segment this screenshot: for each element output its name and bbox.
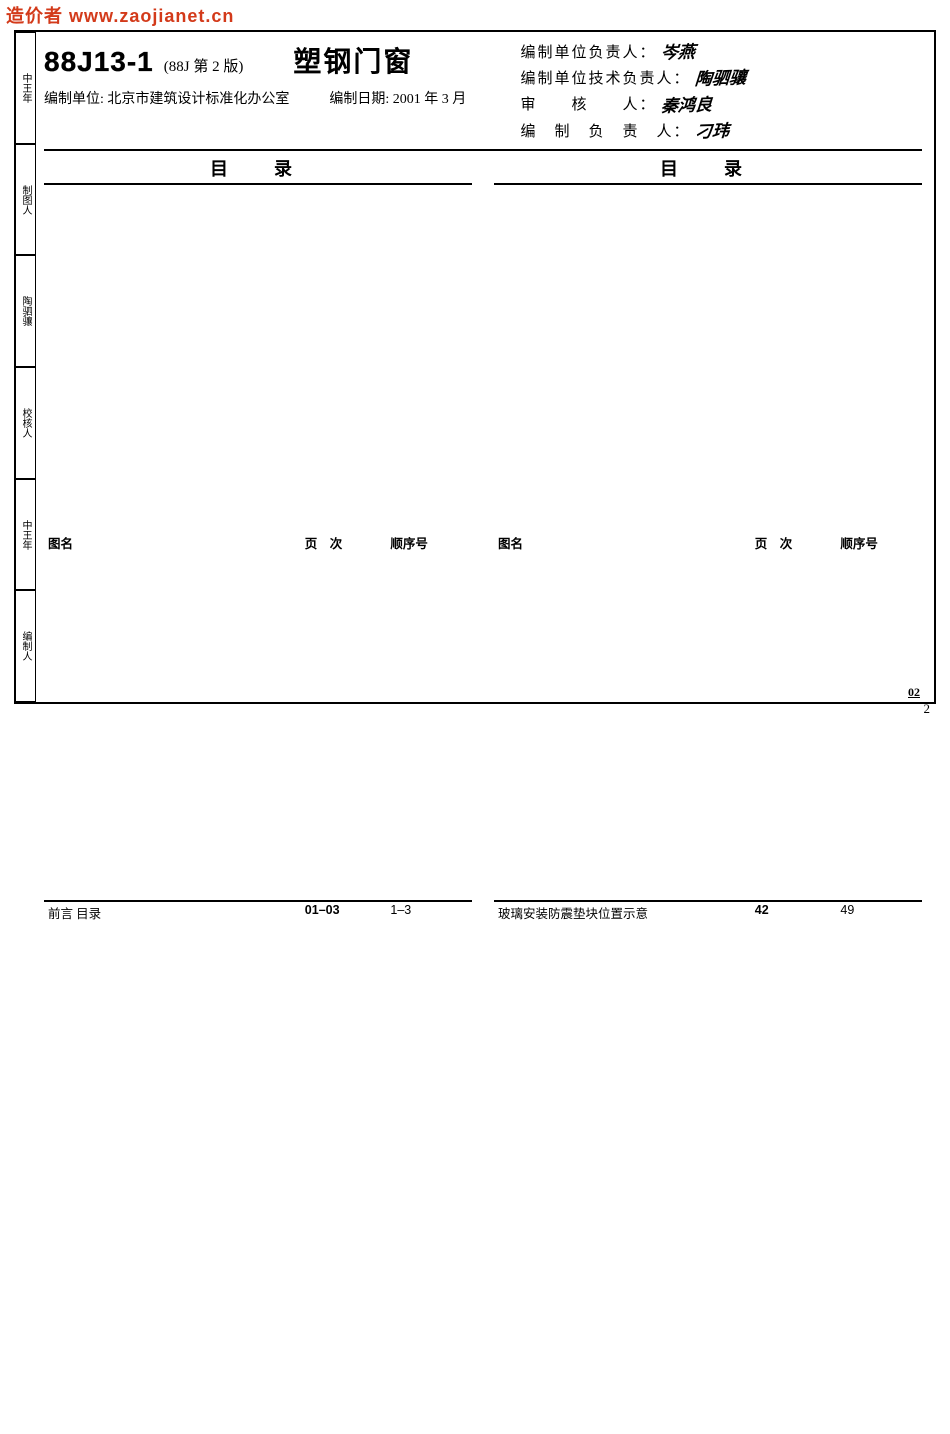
outer-page-number: 2 [924, 701, 931, 717]
side-tabs: 中王年制图人陶驷骧校核人中王年编制人 [14, 32, 36, 702]
watermark: 造价者 www.zaojianet.cn [6, 2, 234, 28]
toc-name: 玻璃安装防震垫块位置示意 [494, 901, 751, 1434]
toc-page: 01–03 [301, 901, 387, 1434]
side-tab: 校核人 [14, 367, 36, 479]
side-tab: 中王年 [14, 32, 36, 144]
sheet-frame: 中王年制图人陶驷骧校核人中王年编制人 88J13-1 (88J 第 2 版) 塑… [14, 30, 936, 704]
header-divider [44, 149, 922, 151]
signoff-block: 编制单位负责人：岑燕编制单位技术负责人：陶驷骧审 核 人：秦鸿良编 制 负 责 … [521, 40, 922, 145]
compile-unit-label: 编制单位: [44, 92, 104, 107]
side-tab: 编制人 [14, 590, 36, 702]
sign-label: 编制单位技术负责人： [521, 68, 691, 91]
toc-heading-left: 目 录 [44, 155, 472, 181]
compile-unit-value: 北京市建筑设计标准化办公室 [107, 92, 289, 107]
toc-row: 前言 目录01–031–3 [44, 901, 472, 1434]
sign-label: 编制单位负责人： [521, 42, 657, 65]
toc-right-col: 目 录 图名 页 次 顺序号 玻璃安装防震垫块位置示意4249窗扇框排水示意43… [494, 153, 922, 1434]
sign-line: 编制单位负责人：岑燕 [521, 40, 922, 66]
sheet-page-number: 02 [908, 685, 920, 700]
col-page: 页 次 [301, 184, 387, 901]
sign-line: 编 制 负 责 人：刁玮 [521, 119, 922, 145]
doc-title: 塑钢门窗 [293, 40, 413, 80]
toc-table-left: 图名 页 次 顺序号 前言 目录01–031–3说明04–064–7推拉窗选用表… [44, 183, 472, 1434]
sign-line: 编制单位技术负责人：陶驷骧 [521, 66, 922, 92]
toc-page: 42 [751, 901, 837, 1434]
header: 88J13-1 (88J 第 2 版) 塑钢门窗 编制单位: 北京市建筑设计标准… [44, 40, 922, 145]
doc-edition: (88J 第 2 版) [164, 55, 244, 76]
sign-line: 审 核 人：秦鸿良 [521, 93, 922, 119]
toc-row: 玻璃安装防震垫块位置示意4249 [494, 901, 922, 1434]
signature: 岑燕 [660, 39, 696, 67]
side-tab: 制图人 [14, 144, 36, 256]
col-name: 图名 [494, 184, 751, 901]
toc-seq: 49 [836, 901, 922, 1434]
toc-seq: 1–3 [386, 901, 472, 1434]
col-name: 图名 [44, 184, 301, 901]
toc-heading-right: 目 录 [494, 155, 922, 181]
toc: 目 录 图名 页 次 顺序号 前言 目录01–031–3说明04–064–7推拉… [44, 153, 922, 1434]
col-seq: 顺序号 [386, 184, 472, 901]
side-tab: 陶驷骧 [14, 255, 36, 367]
compile-date-label: 编制日期: [329, 92, 389, 107]
sign-label: 审 核 人： [521, 94, 657, 117]
col-page: 页 次 [751, 184, 837, 901]
page: 造价者 www.zaojianet.cn 中王年制图人陶驷骧校核人中王年编制人 … [0, 0, 950, 717]
sign-label: 编 制 负 责 人： [521, 121, 691, 144]
signature: 秦鸿良 [660, 92, 713, 120]
signature: 刁玮 [694, 118, 730, 146]
compile-date: 编制日期: 2001 年 3 月 [329, 88, 466, 108]
toc-name: 前言 目录 [44, 901, 301, 1434]
compile-date-value: 2001 年 3 月 [393, 92, 467, 107]
side-tab: 中王年 [14, 479, 36, 591]
toc-table-right: 图名 页 次 顺序号 玻璃安装防震垫块位置示意4249窗扇框排水示意4350A型… [494, 183, 922, 1434]
col-seq: 顺序号 [836, 184, 922, 901]
compile-unit: 编制单位: 北京市建筑设计标准化办公室 [44, 88, 289, 108]
doc-code: 88J13-1 [44, 46, 154, 78]
toc-left-col: 目 录 图名 页 次 顺序号 前言 目录01–031–3说明04–064–7推拉… [44, 153, 472, 1434]
signature: 陶驷骧 [694, 65, 747, 93]
